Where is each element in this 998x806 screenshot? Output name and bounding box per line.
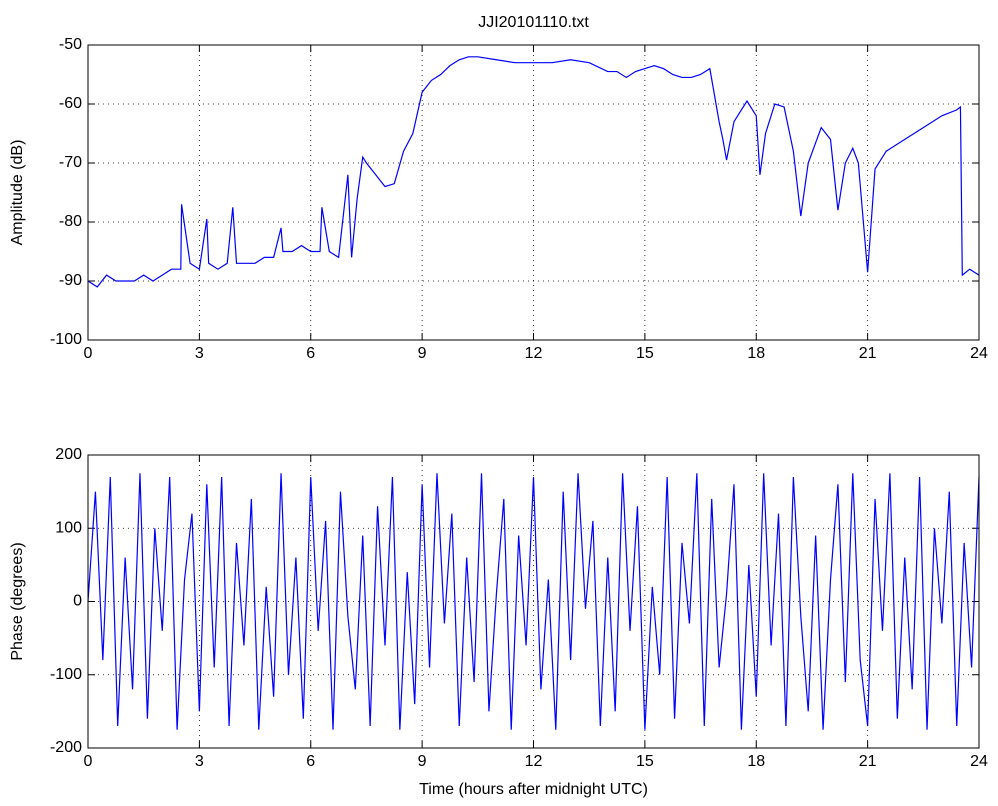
x-tick-label: 9 — [418, 345, 427, 362]
x-tick-label: 0 — [84, 753, 93, 770]
x-tick-label: 0 — [84, 345, 93, 362]
x-tick-label: 24 — [970, 753, 988, 770]
x-axis-label: Time (hours after midnight UTC) — [419, 781, 648, 798]
x-tick-label: 18 — [747, 345, 765, 362]
y-tick-label: -100 — [50, 331, 82, 348]
x-tick-label: 12 — [525, 753, 543, 770]
x-tick-label: 18 — [747, 753, 765, 770]
x-tick-label: 21 — [859, 753, 877, 770]
y-axis-label: Amplitude (dB) — [9, 140, 26, 246]
y-tick-label: 100 — [55, 519, 82, 536]
x-tick-label: 9 — [418, 753, 427, 770]
y-tick-label: -90 — [59, 272, 82, 289]
x-tick-label: 24 — [970, 345, 988, 362]
y-axis-label: Phase (degrees) — [9, 542, 26, 660]
chart-title: JJI20101110.txt — [478, 14, 589, 31]
x-tick-label: 3 — [195, 753, 204, 770]
x-tick-label: 15 — [636, 753, 654, 770]
data-line — [87, 473, 980, 730]
y-tick-label: -70 — [59, 154, 82, 171]
y-tick-label: -50 — [59, 36, 82, 53]
x-tick-label: 21 — [859, 345, 877, 362]
x-tick-label: 15 — [636, 345, 654, 362]
x-tick-label: 12 — [525, 345, 543, 362]
y-tick-label: 0 — [73, 593, 82, 610]
x-tick-label: 6 — [306, 753, 315, 770]
axes-box — [87, 454, 980, 749]
y-tick-label: -80 — [59, 213, 82, 230]
x-tick-label: 6 — [306, 345, 315, 362]
y-tick-label: 200 — [55, 446, 82, 463]
y-tick-label: -60 — [59, 95, 82, 112]
x-tick-label: 3 — [195, 345, 204, 362]
axes-box — [87, 44, 980, 341]
y-tick-label: -100 — [50, 666, 82, 683]
y-tick-label: -200 — [50, 739, 82, 756]
data-line — [87, 56, 980, 288]
